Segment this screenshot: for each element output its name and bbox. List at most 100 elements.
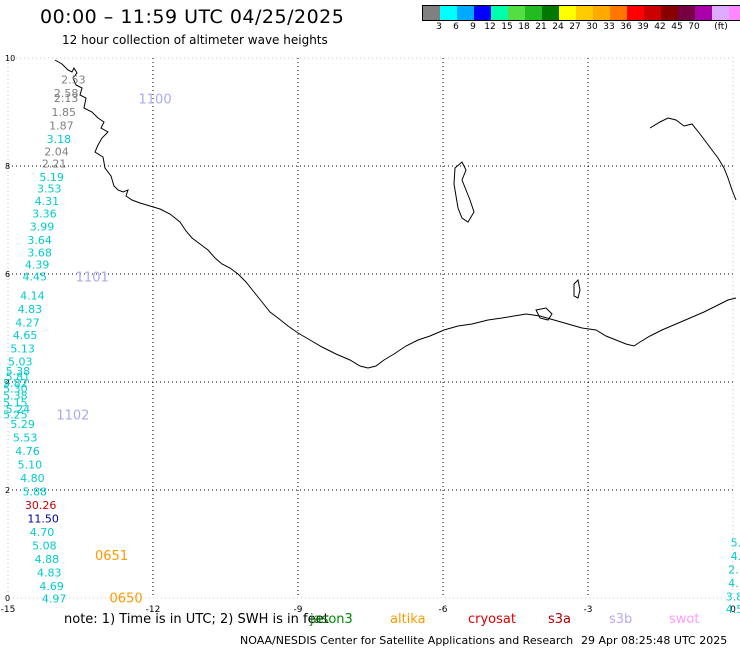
colorbar-swatch bbox=[457, 6, 474, 20]
colorbar-label: 24 bbox=[552, 22, 564, 32]
colorbar-swatch bbox=[627, 6, 644, 20]
pass-time-label[interactable]: 1101 bbox=[76, 271, 109, 286]
wave-height-label[interactable]: 4.27 bbox=[15, 317, 40, 330]
page-title: 00:00 – 11:59 UTC 04/25/2025 bbox=[40, 6, 345, 28]
y-tick-label: 6 bbox=[5, 270, 10, 279]
wave-height-label[interactable]: 5.13 bbox=[10, 343, 35, 356]
observation-layer: 2.532.582.131.851.873.182.042.215.193.53… bbox=[3, 74, 740, 616]
wave-height-label[interactable]: 4.83 bbox=[18, 303, 42, 316]
colorbar-swatch bbox=[491, 6, 508, 20]
wave-height-label[interactable]: 1.87 bbox=[49, 120, 73, 133]
wave-height-label[interactable]: 3.53 bbox=[37, 183, 62, 196]
wave-height-label[interactable]: 4.5 bbox=[726, 603, 740, 616]
map-frame bbox=[7, 57, 734, 599]
x-tick-label: -6 bbox=[439, 605, 448, 615]
footer-timestamp: 29 Apr 08:25:48 UTC 2025 bbox=[581, 634, 728, 647]
wave-height-label[interactable]: 5.38 bbox=[3, 390, 28, 403]
colorbar-label: 12 bbox=[484, 22, 496, 32]
footer-credit: NOAA/NESDIS Center for Satellite Applica… bbox=[240, 634, 574, 647]
colorbar-label: 9 bbox=[470, 22, 476, 32]
wave-height-label[interactable]: 2.04 bbox=[44, 145, 69, 158]
wave-height-label[interactable]: 5.19 bbox=[39, 171, 64, 184]
wave-height-label[interactable]: 4.88 bbox=[35, 553, 60, 566]
bioko-island bbox=[453, 161, 475, 223]
wave-height-label[interactable]: 4.76 bbox=[15, 445, 40, 458]
wave-height-label[interactable]: 4.39 bbox=[25, 258, 49, 271]
wave-height-label[interactable]: 5.38 bbox=[6, 365, 31, 378]
wave-height-label[interactable]: 5.53 bbox=[13, 432, 38, 445]
colorbar-swatch bbox=[729, 6, 740, 20]
wave-height-label[interactable]: 1.85 bbox=[52, 106, 77, 119]
wave-height-label[interactable]: 4.14 bbox=[20, 290, 45, 303]
wave-height-label[interactable]: 5.15 bbox=[3, 397, 28, 410]
x-tick-label: -9 bbox=[294, 605, 303, 615]
pass-time-label[interactable]: 1100 bbox=[139, 93, 172, 108]
wave-height-label[interactable]: 4.31 bbox=[35, 195, 60, 208]
wave-height-label[interactable]: 5.29 bbox=[10, 418, 35, 431]
x-tick-label: 0 bbox=[730, 605, 736, 615]
wave-height-label[interactable]: 4.83 bbox=[37, 567, 62, 580]
colorbar-swatch bbox=[644, 6, 661, 20]
units-note: note: 1) Time is in UTC; 2) SWH is in fe… bbox=[64, 612, 329, 627]
colorbar-swatch bbox=[474, 6, 491, 20]
colorbar-swatch bbox=[695, 6, 712, 20]
wave-height-label[interactable]: 5.88 bbox=[23, 486, 48, 499]
satellite-legend-item: s3a bbox=[548, 612, 572, 627]
colorbar-swatch bbox=[525, 6, 542, 20]
wave-height-label[interactable]: 4.45 bbox=[23, 271, 48, 284]
axis-tick-labels: -15 -12 -9 -6 -3 0 0 2 4 6 8 10 bbox=[1, 54, 736, 615]
wave-height-label[interactable]: 2.53 bbox=[61, 74, 86, 87]
pass-time-label[interactable]: 1102 bbox=[56, 408, 89, 423]
wave-height-label[interactable]: 2. bbox=[728, 563, 739, 576]
colorbar-swatch bbox=[678, 6, 695, 20]
wave-height-label[interactable]: 4.65 bbox=[13, 329, 38, 342]
x-tick-label: -3 bbox=[584, 605, 593, 615]
wave-height-label[interactable]: 5.10 bbox=[18, 459, 42, 472]
wave-height-label[interactable]: 4. bbox=[728, 577, 739, 590]
colorbar-label: 33 bbox=[603, 22, 615, 32]
wave-height-label[interactable]: 2.21 bbox=[42, 157, 66, 170]
colorbar-label: 36 bbox=[620, 22, 632, 32]
colorbar-swatch bbox=[661, 6, 678, 20]
y-tick-label: 8 bbox=[5, 162, 10, 171]
wave-height-label[interactable]: 5.81 bbox=[6, 371, 31, 384]
satellite-legend-item: cryosat bbox=[468, 612, 516, 627]
pass-time-label[interactable]: 0650 bbox=[110, 591, 143, 606]
wave-height-label[interactable]: 4.69 bbox=[39, 580, 64, 593]
wave-height-label[interactable]: 3.18 bbox=[47, 133, 72, 146]
x-tick-label: -12 bbox=[146, 605, 161, 615]
river-delta bbox=[535, 307, 553, 321]
wave-height-label[interactable]: 30.26 bbox=[25, 499, 56, 512]
wave-height-label[interactable]: 5.08 bbox=[32, 540, 57, 553]
wave-height-label[interactable]: 5.82 bbox=[3, 377, 28, 390]
wave-height-label[interactable]: 11.50 bbox=[27, 513, 59, 526]
wave-height-label[interactable]: 3.8 bbox=[726, 590, 740, 603]
wave-height-label[interactable]: 2.58 bbox=[54, 87, 79, 100]
colorbar-label: 30 bbox=[586, 22, 598, 32]
wave-height-label[interactable]: 3.36 bbox=[32, 208, 57, 221]
y-tick-label: 0 bbox=[5, 594, 10, 603]
wave-height-colorbar bbox=[422, 5, 740, 21]
pass-time-label[interactable]: 0651 bbox=[95, 549, 128, 564]
wave-height-label[interactable]: 5.25 bbox=[3, 408, 28, 421]
wave-height-label[interactable]: 3.68 bbox=[27, 246, 52, 259]
colorbar-swatch bbox=[542, 6, 559, 20]
wave-height-label[interactable]: 4.97 bbox=[42, 593, 66, 606]
wave-height-label[interactable]: 4. bbox=[731, 550, 740, 563]
colorbar-label: 21 bbox=[535, 22, 547, 32]
wave-height-label[interactable]: 5.24 bbox=[6, 403, 31, 416]
colorbar-label: 18 bbox=[518, 22, 530, 32]
satellite-legend-item: s3b bbox=[609, 612, 633, 627]
wave-height-label[interactable]: 5.03 bbox=[8, 355, 33, 368]
wave-height-label[interactable]: 4.70 bbox=[30, 526, 55, 539]
wave-height-label[interactable]: 3.99 bbox=[30, 220, 55, 233]
wave-height-label[interactable]: 3.64 bbox=[27, 234, 52, 247]
wave-height-label[interactable]: 4.80 bbox=[20, 472, 45, 485]
pass-layer: 1100 1101 1102 0651 0650 bbox=[56, 93, 171, 607]
colorbar-unit: (ft) bbox=[714, 22, 728, 32]
wave-height-label[interactable]: 5.11 bbox=[731, 536, 740, 549]
sao-tome-island bbox=[573, 278, 581, 299]
wave-height-label[interactable]: 2.13 bbox=[54, 92, 79, 105]
wave-height-label[interactable]: 5.30 bbox=[3, 382, 28, 395]
